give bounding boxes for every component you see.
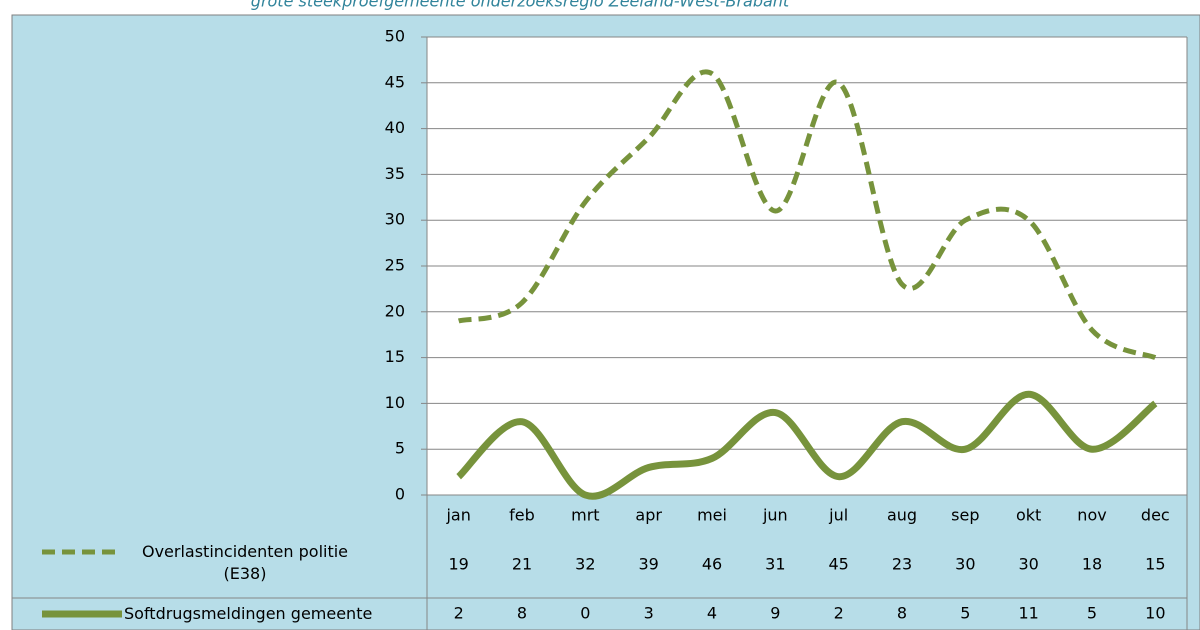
line-series — [457, 69, 1157, 360]
table-value: 4 — [707, 604, 717, 623]
table-value: 5 — [960, 604, 970, 623]
y-tick-label: 25 — [385, 256, 405, 275]
legend-label: Overlastincidenten politie (E38) — [141, 542, 349, 583]
x-tick-label: dec — [1141, 506, 1170, 525]
table-value: 8 — [897, 604, 907, 623]
line-series — [456, 390, 1158, 500]
y-tick-label: 5 — [395, 439, 405, 458]
x-tick-label: apr — [635, 506, 662, 525]
legend-label: Softdrugsmeldingen gemeente — [124, 604, 373, 623]
table-value: 21 — [512, 555, 532, 574]
y-tick-label: 30 — [385, 210, 405, 229]
table-value: 5 — [1087, 604, 1097, 623]
table-value: 31 — [765, 555, 785, 574]
x-tick-label: jan — [445, 506, 470, 525]
chart-title: grote steekproefgemeente onderzoeksregio… — [251, 0, 790, 11]
y-tick-label: 15 — [385, 347, 405, 366]
x-tick-label: feb — [509, 506, 535, 525]
y-tick-label: 45 — [385, 72, 405, 91]
table-value: 39 — [638, 555, 658, 574]
table-value: 2 — [454, 604, 464, 623]
table-value: 30 — [1018, 555, 1038, 574]
y-tick-label: 0 — [395, 485, 405, 504]
table-value: 10 — [1145, 604, 1165, 623]
table-value: 9 — [770, 604, 780, 623]
table-value: 23 — [892, 555, 912, 574]
x-tick-label: mrt — [571, 506, 599, 525]
y-tick-label: 35 — [385, 164, 405, 183]
table-value: 0 — [580, 604, 590, 623]
y-tick-label: 20 — [385, 301, 405, 320]
y-tick-label: 50 — [385, 27, 405, 46]
x-tick-label: nov — [1077, 506, 1106, 525]
table-value: 45 — [828, 555, 848, 574]
table-value: 30 — [955, 555, 975, 574]
table-value: 8 — [517, 604, 527, 623]
table-value: 11 — [1018, 604, 1038, 623]
y-tick-label: 10 — [385, 393, 405, 412]
x-tick-label: aug — [887, 506, 917, 525]
table-value: 18 — [1082, 555, 1102, 574]
table-value: 3 — [644, 604, 654, 623]
x-tick-label: mei — [697, 506, 727, 525]
table-value: 19 — [448, 555, 468, 574]
x-tick-label: jun — [762, 506, 788, 525]
x-tick-label: sep — [951, 506, 979, 525]
y-tick-label: 40 — [385, 118, 405, 137]
table-value: 15 — [1145, 555, 1165, 574]
table-value: 46 — [702, 555, 722, 574]
x-tick-label: okt — [1016, 506, 1041, 525]
x-tick-label: jul — [828, 506, 848, 525]
table-value: 2 — [834, 604, 844, 623]
table-value: 32 — [575, 555, 595, 574]
